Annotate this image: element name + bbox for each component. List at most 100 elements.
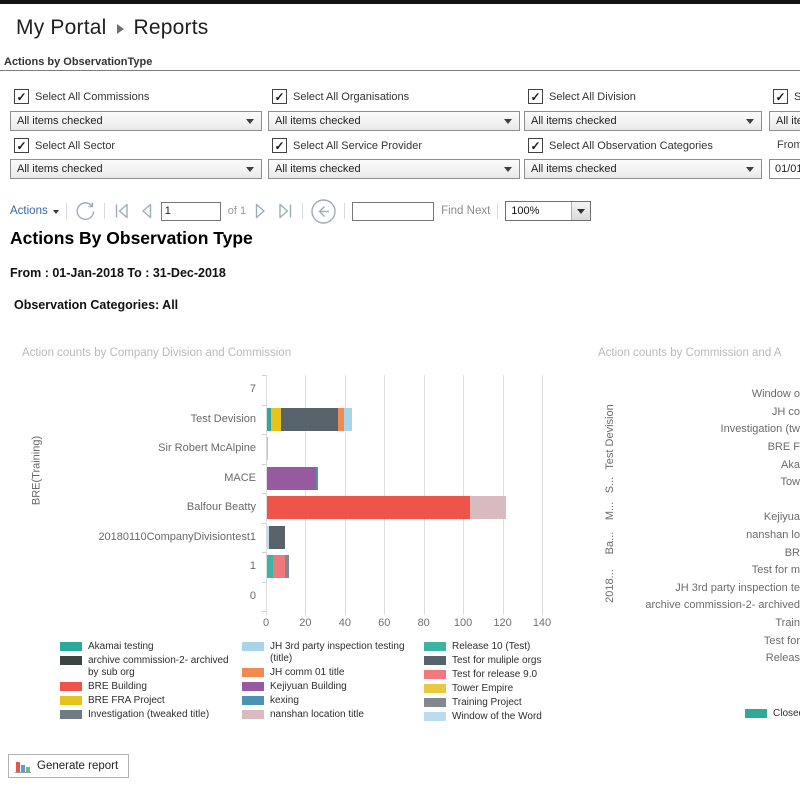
select-all-service-provider-checkbox[interactable]: ✓ Select All Service Provider xyxy=(272,138,422,153)
bar-segment xyxy=(267,466,317,490)
find-next-button[interactable]: Find Next xyxy=(441,205,491,217)
category-label: Balfour Beatty xyxy=(186,501,256,513)
report-title: Actions By Observation Type xyxy=(10,228,253,248)
breadcrumb-my-portal[interactable]: My Portal xyxy=(16,16,107,39)
bar-segment xyxy=(337,407,344,431)
clipped-dropdown[interactable]: All items checked xyxy=(769,111,800,131)
category-label: Train xyxy=(775,617,800,629)
page-count-label: of 1 xyxy=(227,205,247,217)
breadcrumb-arrow-icon xyxy=(116,24,124,34)
x-tick-label: 20 xyxy=(299,617,312,629)
back-to-parent-button[interactable] xyxy=(310,198,337,225)
legend-item: Kejiyuan Building xyxy=(242,681,420,693)
current-page-input[interactable] xyxy=(160,201,221,221)
find-text-input[interactable] xyxy=(352,201,435,221)
select-all-commissions-checkbox[interactable]: ✓ Select All Commissions xyxy=(14,89,149,104)
select-all-organisations-checkbox[interactable]: ✓ Select All Organisations xyxy=(272,89,409,104)
legend-label: Training Project xyxy=(452,697,522,708)
x-tick-label: 0 xyxy=(262,617,270,629)
organisations-dropdown[interactable]: All items checked xyxy=(268,111,520,131)
category-label: nanshan lo xyxy=(746,529,800,541)
caret-down-icon xyxy=(52,210,59,214)
back-arrow-circle-icon xyxy=(311,198,336,224)
checkbox-label: Select All Service Provider xyxy=(293,139,422,152)
legend-label: BRE FRA Project xyxy=(88,694,165,706)
axis-tick xyxy=(262,375,266,376)
bar-segment xyxy=(280,407,338,431)
breadcrumb: My Portal Reports xyxy=(16,16,208,40)
select-all-observation-categories-checkbox[interactable]: ✓ Select All Observation Categories xyxy=(528,138,713,153)
legend-item: BRE Building xyxy=(60,681,238,693)
legend-label: Release 10 (Test) xyxy=(452,641,531,652)
chart-legend: Closed xyxy=(745,708,800,719)
chevron-down-icon xyxy=(504,118,512,124)
select-arrow-button[interactable] xyxy=(571,202,591,220)
category-label: JH 3rd party inspection te xyxy=(675,581,800,594)
breadcrumb-reports[interactable]: Reports xyxy=(133,16,209,39)
gridline xyxy=(305,375,307,615)
checkbox-checked-icon[interactable]: ✓ xyxy=(272,89,287,104)
observation-categories-line: Observation Categories: All xyxy=(14,298,179,312)
select-all-sector-checkbox[interactable]: ✓ Select All Sector xyxy=(14,138,115,153)
checkbox-checked-icon[interactable]: ✓ xyxy=(773,89,788,104)
chart-division-commission: Action counts by Company Division and Co… xyxy=(10,340,562,740)
legend-item: Akamai testing xyxy=(60,641,238,653)
legend-swatch xyxy=(424,642,446,651)
bar-segment xyxy=(267,407,271,431)
legend-item: kexing xyxy=(242,695,420,707)
observation-categories-dropdown[interactable]: All items checked xyxy=(524,159,762,179)
axis-tick xyxy=(262,552,266,553)
select-all-clipped-checkbox[interactable]: ✓ Select All xyxy=(773,89,800,104)
checkbox-checked-icon[interactable]: ✓ xyxy=(528,89,543,104)
commissions-dropdown[interactable]: All items checked xyxy=(10,111,262,131)
x-tick-label: 100 xyxy=(453,617,473,629)
division-dropdown[interactable]: All items checked xyxy=(524,111,762,131)
previous-page-button[interactable] xyxy=(138,202,154,220)
service-provider-dropdown[interactable]: All items checked xyxy=(268,159,520,179)
next-page-button[interactable] xyxy=(253,202,269,220)
chevron-down-icon xyxy=(246,118,254,124)
bar xyxy=(267,555,289,579)
checkbox-label: Select All Organisations xyxy=(293,90,410,103)
x-tick-label: 140 xyxy=(532,617,552,629)
legend-swatch xyxy=(745,709,767,718)
legend-swatch xyxy=(424,670,446,679)
category-label: BR xyxy=(784,546,800,559)
legend-swatch xyxy=(424,712,446,721)
last-page-button[interactable] xyxy=(276,202,295,220)
generate-report-button[interactable]: Generate report xyxy=(8,754,130,778)
legend-item: Investigation (tweaked title) xyxy=(60,709,238,721)
axis-tick xyxy=(262,522,266,524)
sector-dropdown[interactable]: All items checked xyxy=(10,159,262,179)
checkbox-checked-icon[interactable]: ✓ xyxy=(14,89,29,104)
legend-label: Investigation (tweaked title) xyxy=(88,708,210,720)
category-label: 20180110CompanyDivisiontest1 xyxy=(98,530,256,543)
zoom-select[interactable]: 100% xyxy=(505,201,592,221)
zoom-value: 100% xyxy=(511,205,540,217)
from-date-input[interactable] xyxy=(769,159,800,179)
category-label: 7 xyxy=(249,383,256,395)
legend-swatch xyxy=(242,695,264,705)
checkbox-label: Select All Observation Categories xyxy=(549,139,713,152)
bar-segment xyxy=(267,437,268,461)
chart-commission-action-status: Action counts by Commission and A Window… xyxy=(597,340,800,740)
checkbox-checked-icon[interactable]: ✓ xyxy=(528,138,543,153)
category-label: Kejiyua xyxy=(763,511,800,524)
legend-label: Window of the Word xyxy=(452,711,542,722)
actions-menu-button[interactable]: Actions xyxy=(10,205,59,217)
dropdown-value: All items checked xyxy=(776,115,800,127)
chevron-down-icon xyxy=(246,166,254,172)
legend-label: Test for muliple orgs xyxy=(452,655,542,666)
toolbar-separator xyxy=(497,203,499,219)
legend-label: Akamai testing xyxy=(88,641,154,652)
category-label: MACE xyxy=(224,471,256,484)
category-label: 0 xyxy=(249,589,256,602)
refresh-button[interactable] xyxy=(74,200,97,223)
checkbox-checked-icon[interactable]: ✓ xyxy=(14,138,29,153)
legend-swatch xyxy=(242,642,264,651)
select-all-division-checkbox[interactable]: ✓ Select All Division xyxy=(528,89,636,104)
first-page-button[interactable] xyxy=(112,202,131,220)
checkbox-checked-icon[interactable]: ✓ xyxy=(272,138,287,153)
last-page-icon xyxy=(279,203,292,219)
legend-swatch xyxy=(60,695,82,705)
